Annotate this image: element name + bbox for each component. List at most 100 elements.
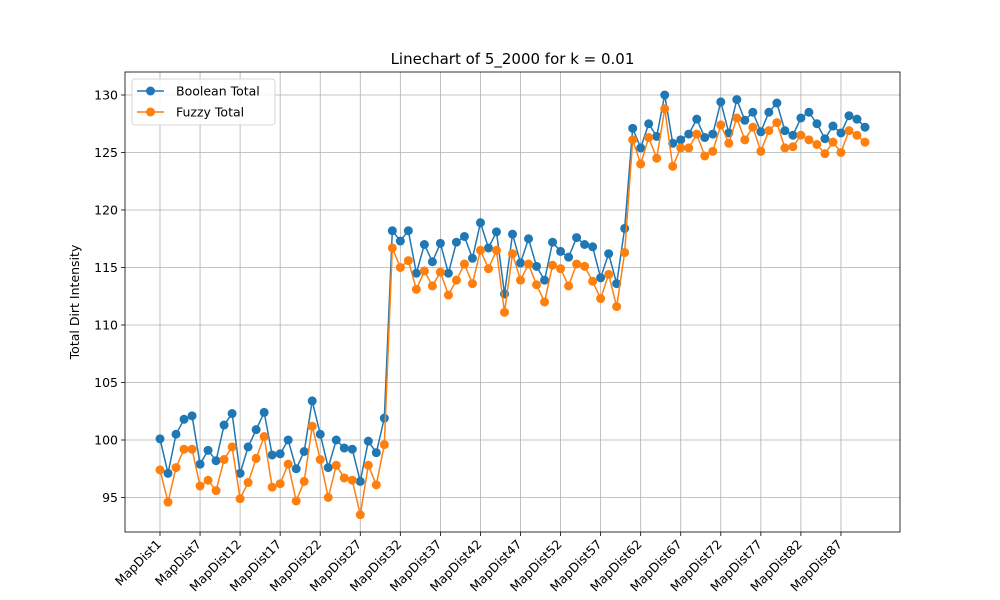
data-point	[315, 455, 325, 465]
data-point	[499, 307, 509, 317]
data-point	[251, 453, 261, 463]
data-point	[620, 248, 630, 258]
data-point	[756, 146, 766, 156]
data-point	[467, 279, 477, 289]
data-point	[435, 238, 445, 248]
data-point	[604, 269, 614, 279]
data-point	[652, 131, 662, 141]
data-point	[299, 476, 309, 486]
data-point	[291, 496, 301, 506]
data-point	[572, 233, 582, 243]
data-point	[227, 409, 237, 419]
data-point	[291, 464, 301, 474]
data-point	[299, 447, 309, 456]
data-point	[732, 95, 742, 105]
y-tick-label: 105	[94, 375, 118, 390]
data-point	[852, 114, 862, 124]
data-point	[820, 134, 830, 144]
data-point	[860, 122, 870, 132]
data-point	[700, 151, 710, 161]
data-point	[612, 279, 622, 289]
data-point	[411, 284, 421, 294]
data-point	[395, 263, 405, 272]
data-point	[772, 98, 782, 108]
data-point	[708, 146, 718, 156]
data-point	[588, 276, 598, 286]
data-point	[820, 149, 830, 159]
data-point	[451, 275, 461, 285]
data-point	[644, 119, 654, 129]
data-point	[588, 242, 598, 252]
data-point	[684, 143, 694, 153]
data-point	[724, 138, 734, 148]
data-point	[203, 445, 213, 455]
data-point	[780, 126, 790, 136]
y-tick-label: 115	[94, 260, 118, 275]
data-point	[467, 253, 477, 263]
data-point	[203, 475, 213, 485]
y-tick-label: 130	[94, 88, 118, 103]
data-point	[804, 135, 814, 145]
data-point	[155, 465, 165, 475]
y-tick-label: 100	[94, 433, 118, 448]
data-point	[275, 479, 285, 489]
data-point	[219, 455, 229, 465]
data-point	[676, 135, 686, 145]
data-point	[700, 133, 710, 143]
data-point	[307, 421, 317, 431]
data-point	[451, 237, 461, 247]
data-point	[580, 240, 590, 249]
data-point	[796, 130, 806, 140]
data-point	[652, 153, 662, 163]
data-point	[219, 420, 229, 430]
y-axis-label: Total Dirt Intensity	[67, 244, 82, 360]
data-point	[323, 493, 333, 502]
data-point	[259, 432, 269, 442]
data-point	[363, 436, 373, 446]
data-point	[171, 463, 181, 473]
data-point	[676, 143, 686, 153]
data-point	[596, 294, 606, 304]
data-point	[540, 297, 550, 307]
data-point	[756, 127, 766, 137]
plot-frame	[124, 71, 901, 533]
chart-title: Linechart of 5_2000 for k = 0.01	[391, 50, 635, 69]
data-point	[716, 97, 726, 107]
data-point	[363, 460, 373, 470]
data-point	[379, 440, 389, 450]
data-point	[660, 104, 670, 114]
data-point	[556, 264, 566, 274]
data-point	[443, 290, 453, 300]
data-point	[556, 246, 566, 256]
x-ticks: MapDist1MapDist7MapDist12MapDist17MapDis…	[112, 532, 845, 594]
data-point	[267, 450, 277, 460]
grid	[125, 72, 900, 532]
data-point	[524, 234, 534, 244]
data-point	[532, 261, 542, 271]
data-point	[628, 123, 638, 133]
data-point	[187, 444, 197, 454]
data-point	[684, 129, 694, 139]
data-point	[844, 111, 854, 121]
data-point	[548, 237, 558, 247]
data-point	[475, 218, 485, 228]
data-point	[548, 260, 558, 270]
data-point	[371, 448, 381, 458]
data-point	[339, 473, 349, 483]
data-point	[195, 459, 205, 469]
data-point	[227, 442, 237, 452]
data-point	[740, 115, 750, 125]
data-point	[748, 107, 758, 117]
data-point	[572, 259, 582, 269]
data-point	[155, 434, 165, 444]
data-point	[596, 273, 606, 283]
legend-label-fuzzy: Fuzzy Total	[176, 105, 244, 120]
data-point	[267, 482, 277, 492]
data-point	[788, 142, 798, 152]
legend-marker-boolean	[146, 86, 155, 96]
data-point	[764, 107, 774, 117]
data-point	[692, 129, 702, 139]
data-point	[235, 468, 245, 478]
data-point	[371, 480, 381, 490]
data-point	[708, 129, 718, 139]
